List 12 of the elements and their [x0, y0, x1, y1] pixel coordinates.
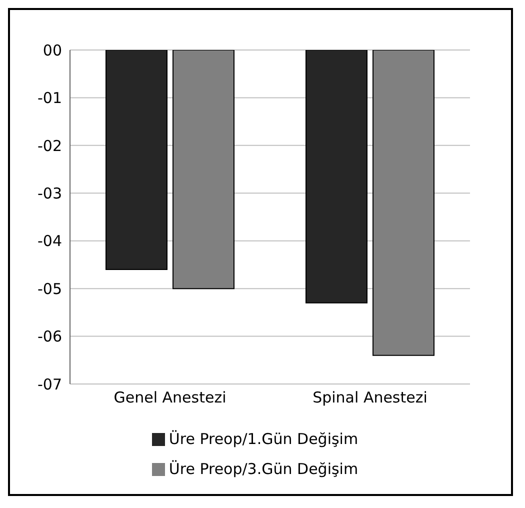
y-tick-label: -03	[38, 184, 62, 202]
legend-label: Üre Preop/1.Gün Değişim	[168, 430, 358, 448]
x-tick-label: Genel Anestezi	[114, 388, 226, 407]
x-tick-label: Spinal Anestezi	[312, 388, 428, 407]
y-tick-label: -04	[38, 232, 62, 250]
y-tick-label: -06	[38, 328, 62, 346]
y-tick-label: -02	[38, 136, 62, 155]
y-tick-label: 00	[42, 41, 62, 60]
legend-label: Üre Preop/3.Gün Değişim	[168, 460, 358, 478]
y-tick-label: -01	[38, 89, 62, 108]
y-tick-label: -05	[38, 280, 62, 298]
y-tick-label: -07	[38, 375, 62, 394]
